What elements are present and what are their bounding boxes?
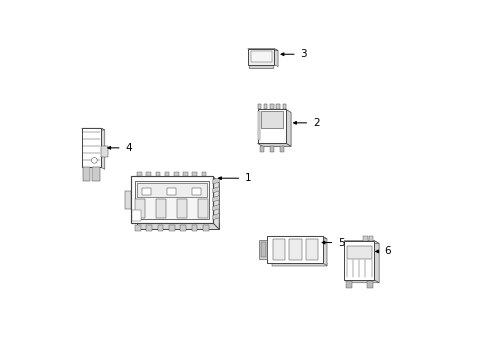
Polygon shape <box>81 128 105 130</box>
Polygon shape <box>367 281 373 288</box>
Polygon shape <box>135 199 146 217</box>
Polygon shape <box>260 147 264 152</box>
Polygon shape <box>158 225 163 230</box>
Polygon shape <box>270 147 273 152</box>
Polygon shape <box>344 280 379 283</box>
Polygon shape <box>137 223 220 229</box>
Polygon shape <box>183 172 188 176</box>
Polygon shape <box>137 183 207 197</box>
Polygon shape <box>198 199 208 217</box>
Polygon shape <box>374 241 379 283</box>
Polygon shape <box>169 225 174 230</box>
Polygon shape <box>344 241 379 243</box>
Text: 6: 6 <box>384 247 391 256</box>
Polygon shape <box>258 104 261 109</box>
Text: 5: 5 <box>338 238 344 248</box>
Polygon shape <box>276 104 280 109</box>
Polygon shape <box>135 225 141 230</box>
Polygon shape <box>213 176 220 229</box>
Polygon shape <box>258 143 291 147</box>
Polygon shape <box>364 237 368 241</box>
Polygon shape <box>137 172 142 176</box>
Polygon shape <box>180 225 186 230</box>
Polygon shape <box>101 128 105 169</box>
Polygon shape <box>193 172 197 176</box>
Polygon shape <box>92 167 100 181</box>
Polygon shape <box>177 199 187 217</box>
Polygon shape <box>192 225 197 230</box>
Polygon shape <box>147 172 151 176</box>
Polygon shape <box>125 191 131 208</box>
Polygon shape <box>83 167 91 181</box>
Polygon shape <box>369 237 373 241</box>
Polygon shape <box>286 109 291 147</box>
Polygon shape <box>174 172 179 176</box>
Text: 2: 2 <box>313 118 319 128</box>
Polygon shape <box>274 49 278 67</box>
Polygon shape <box>142 188 151 195</box>
Polygon shape <box>258 109 286 143</box>
Polygon shape <box>346 281 352 288</box>
Polygon shape <box>192 188 201 195</box>
Polygon shape <box>258 111 260 140</box>
Polygon shape <box>344 241 374 280</box>
Polygon shape <box>132 210 141 221</box>
Polygon shape <box>249 63 272 68</box>
Polygon shape <box>271 263 327 266</box>
Polygon shape <box>213 195 220 202</box>
Circle shape <box>92 157 97 163</box>
Polygon shape <box>247 49 278 50</box>
Polygon shape <box>203 225 209 230</box>
Polygon shape <box>165 172 170 176</box>
Polygon shape <box>201 172 206 176</box>
Polygon shape <box>213 204 220 211</box>
Polygon shape <box>247 49 274 65</box>
Polygon shape <box>323 236 327 266</box>
Polygon shape <box>167 188 176 195</box>
Polygon shape <box>283 104 286 109</box>
Polygon shape <box>213 178 220 184</box>
Polygon shape <box>250 51 271 62</box>
Polygon shape <box>156 199 166 217</box>
Text: 1: 1 <box>245 173 252 183</box>
Text: 3: 3 <box>300 49 307 59</box>
Polygon shape <box>289 239 302 260</box>
Polygon shape <box>272 239 285 260</box>
Polygon shape <box>347 246 371 258</box>
Polygon shape <box>135 181 209 219</box>
Polygon shape <box>156 172 160 176</box>
Polygon shape <box>264 104 268 109</box>
Polygon shape <box>131 176 213 223</box>
Polygon shape <box>213 213 220 220</box>
Polygon shape <box>101 146 108 157</box>
Polygon shape <box>280 147 284 152</box>
Polygon shape <box>213 186 220 193</box>
Polygon shape <box>270 104 273 109</box>
Polygon shape <box>306 239 318 260</box>
Polygon shape <box>261 111 283 128</box>
Polygon shape <box>268 236 323 263</box>
Polygon shape <box>268 236 327 239</box>
Polygon shape <box>147 225 152 230</box>
Polygon shape <box>81 128 101 167</box>
Text: 4: 4 <box>125 143 132 153</box>
Polygon shape <box>261 242 266 257</box>
Polygon shape <box>260 240 268 260</box>
